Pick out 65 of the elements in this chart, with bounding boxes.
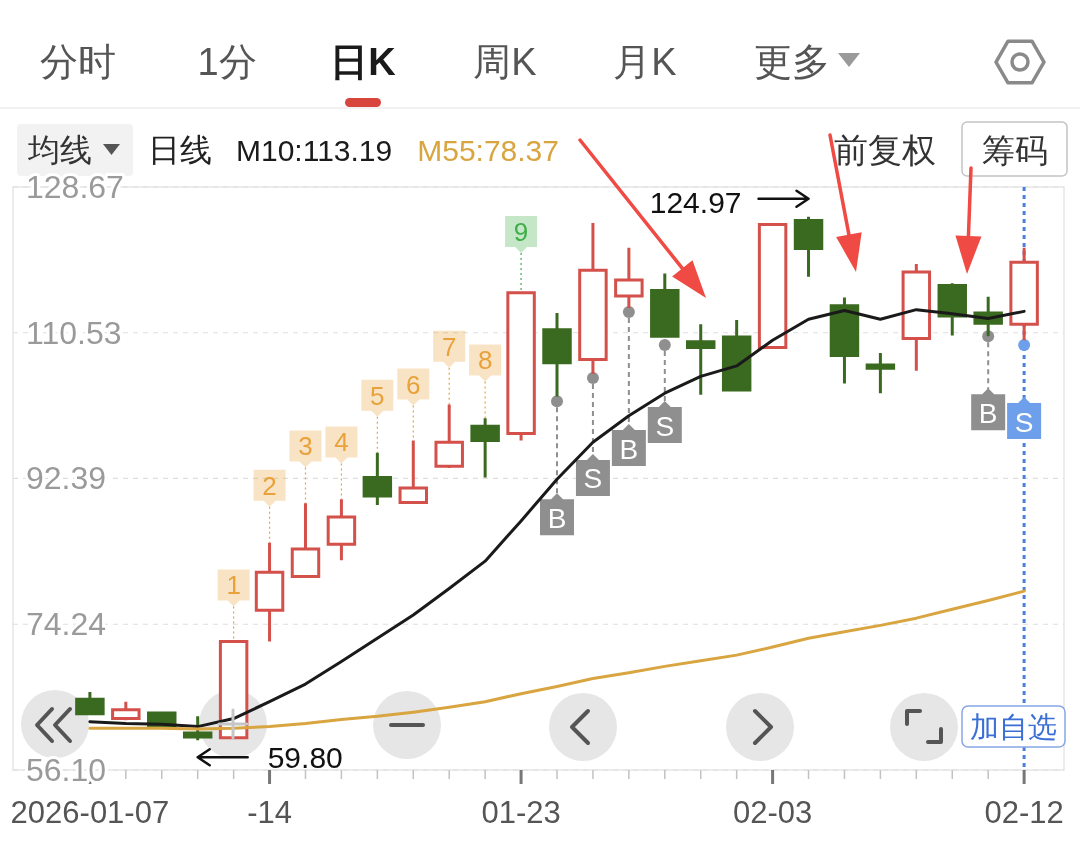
point	[1018, 339, 1031, 352]
annotation: S	[655, 410, 675, 442]
legend-title: 日线	[148, 132, 212, 168]
watchlist-button: 加自选	[961, 705, 1066, 748]
annotation: 1	[226, 570, 241, 601]
x-tick-label: 02-12	[984, 794, 1064, 830]
candlestick	[901, 263, 932, 371]
candlestick	[470, 418, 500, 478]
annotation: B	[547, 502, 567, 534]
annotation: 5	[370, 380, 385, 411]
y-tick-label: 74.24	[26, 606, 107, 643]
x-tick-label: -14	[247, 794, 292, 830]
text: 更多	[754, 41, 830, 83]
text: 前复权	[834, 131, 936, 169]
candlestick	[506, 291, 536, 441]
y-tick-label: 92.39	[26, 460, 107, 497]
y-tick-label: 56.10	[26, 752, 107, 788]
text: 日K	[330, 41, 397, 83]
annotation: S	[583, 463, 603, 495]
point	[658, 339, 671, 352]
annotation: B	[619, 433, 639, 465]
annotation: 59.80	[267, 740, 343, 774]
text: M10:113.19	[236, 133, 393, 167]
text: 月K	[613, 41, 677, 83]
candlestick	[75, 692, 105, 716]
candlestick	[290, 503, 321, 578]
text: 周K	[473, 41, 537, 83]
candlestick	[362, 452, 393, 505]
text: M55:78.37	[417, 133, 560, 167]
candlestick	[434, 404, 464, 468]
candlestick	[326, 499, 357, 561]
candlestick	[865, 353, 896, 394]
annotation: 3	[298, 431, 313, 462]
point	[586, 371, 599, 384]
y-tick-label: 110.53	[26, 314, 122, 351]
candlestick	[793, 216, 824, 277]
annotation: S	[1014, 406, 1034, 438]
candlestick	[686, 324, 716, 395]
annotation: 124.97	[649, 186, 742, 220]
dropdown-button: 均线	[17, 124, 133, 176]
annotation: 6	[406, 369, 421, 400]
annotation: 4	[334, 427, 349, 458]
text: 1分	[197, 41, 257, 83]
chip-button: 筹码	[961, 121, 1068, 177]
candlestick	[937, 283, 967, 336]
annotation: 8	[477, 345, 493, 376]
candlestick	[757, 223, 788, 349]
candlestick	[111, 701, 141, 721]
candlestick	[721, 320, 752, 392]
candlestick	[398, 440, 429, 504]
x-tick-label: 02-03	[732, 794, 813, 830]
candlestick	[182, 716, 213, 741]
annotation: 2	[262, 470, 277, 501]
candlestick	[254, 542, 285, 642]
annotation: 7	[441, 331, 457, 362]
text: 分时	[40, 41, 116, 83]
point	[551, 395, 564, 408]
candlestick	[650, 273, 680, 338]
annotation: 加自选	[969, 711, 1057, 743]
annotation: 9	[513, 216, 529, 247]
point	[622, 306, 635, 319]
annotation: B	[978, 397, 998, 429]
candlestick	[829, 297, 860, 384]
x-tick-label: 01-23	[481, 794, 561, 830]
x-tick-label: 2026-01-07	[10, 794, 170, 830]
